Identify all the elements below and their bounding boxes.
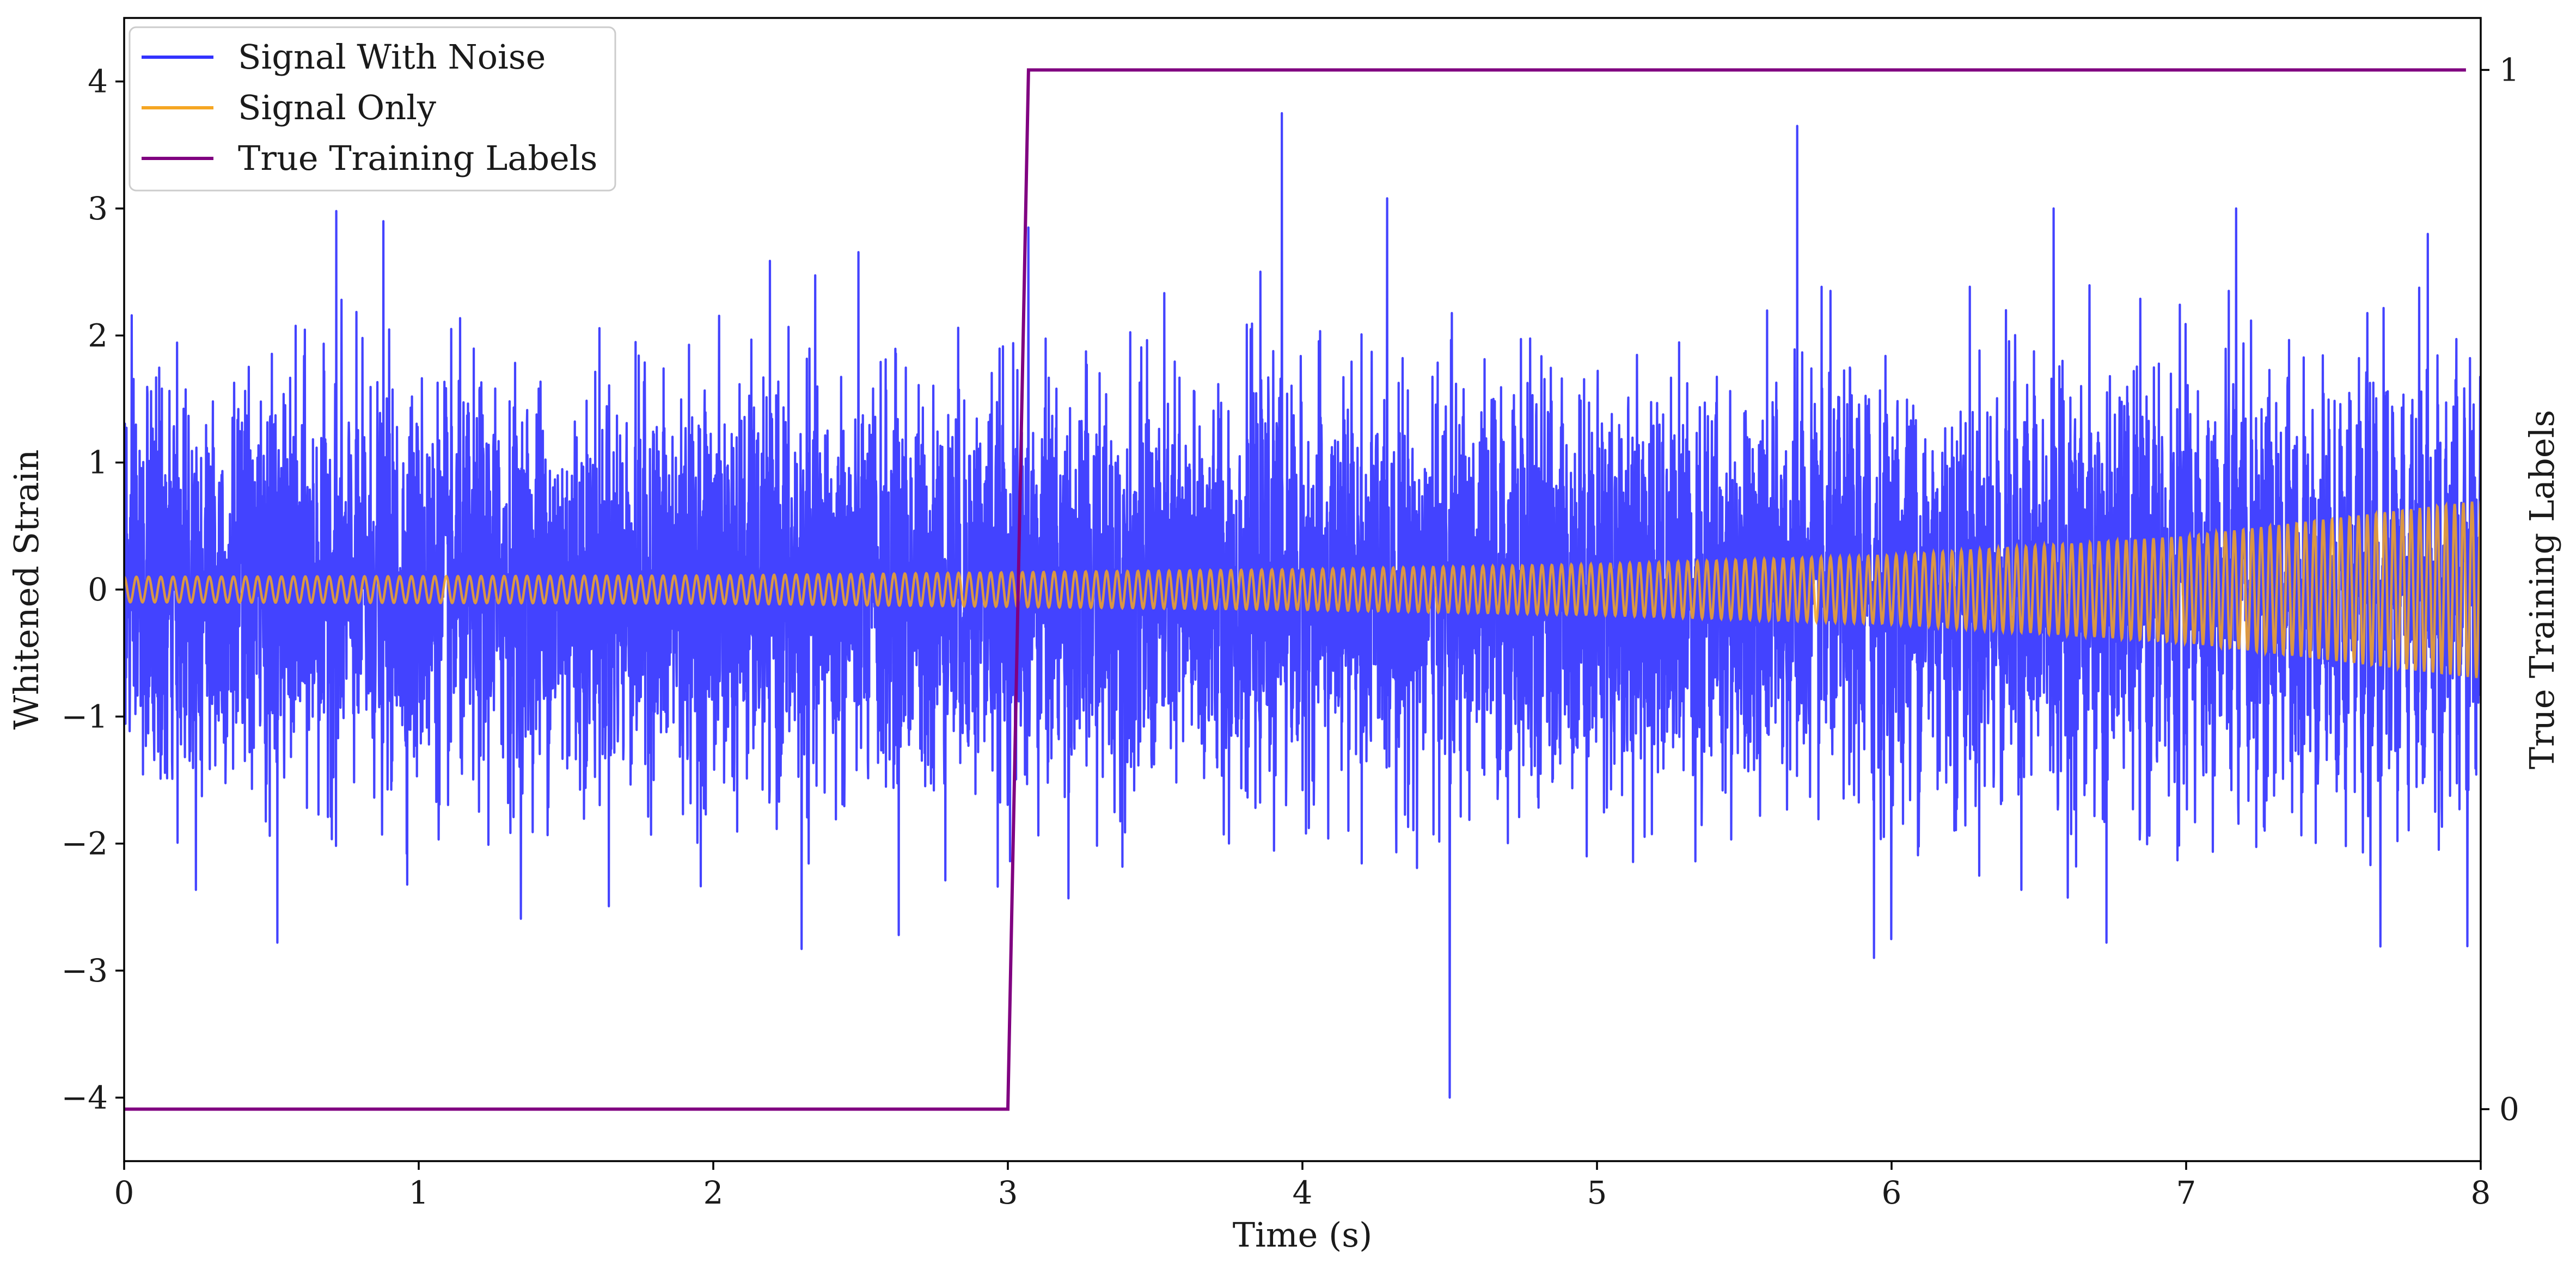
x-tick-label: 8	[2471, 1174, 2491, 1211]
legend-entry-label: Signal Only	[238, 88, 436, 127]
signal-only-series	[124, 500, 2481, 678]
x-tick-label: 3	[998, 1174, 1018, 1211]
y2-tick-label: 1	[2499, 51, 2519, 88]
y-tick-label: 4	[88, 63, 108, 100]
y-axis-ticks: −4 −3 −2 −1 0 1 2 3 4	[62, 63, 124, 1116]
legend-entry-label: True Training Labels	[238, 138, 597, 178]
legend-box	[129, 26, 616, 192]
y-tick-label: 2	[88, 317, 108, 354]
y2-tick-label: 0	[2499, 1091, 2519, 1128]
y2-axis-ticks: 01	[2481, 51, 2519, 1128]
y-tick-label: −3	[62, 952, 108, 989]
x-tick-label: 2	[703, 1174, 724, 1211]
true-training-labels-series	[124, 68, 2466, 1111]
legend-entry-label: Signal With Noise	[238, 37, 546, 77]
y-tick-label: −4	[62, 1079, 108, 1116]
x-tick-label: 0	[114, 1174, 134, 1211]
y-tick-label: 1	[88, 444, 108, 481]
plot-area	[124, 68, 2481, 1111]
y2-axis-label: True Training Labels	[2522, 410, 2562, 769]
y-axis-label: Whitened Strain	[7, 450, 46, 730]
y-tick-label: 3	[88, 190, 108, 227]
x-tick-label: 6	[1882, 1174, 1902, 1211]
y-tick-label: 0	[88, 571, 108, 608]
x-axis-ticks: 0 1 2 3 4 5 6 7 8	[114, 1161, 2491, 1211]
x-axis-label: Time (s)	[1233, 1215, 1373, 1255]
x-tick-label: 1	[409, 1174, 429, 1211]
label-step-line	[124, 68, 2466, 1111]
y-tick-label: −1	[62, 698, 108, 735]
y-tick-label: −2	[62, 825, 108, 862]
x-tick-label: 5	[1587, 1174, 1607, 1211]
legend: Signal With Noise Signal Only True Trainin…	[129, 26, 616, 192]
x-tick-label: 4	[1293, 1174, 1313, 1211]
chirp-line	[124, 500, 2481, 678]
x-tick-label: 7	[2176, 1174, 2196, 1211]
